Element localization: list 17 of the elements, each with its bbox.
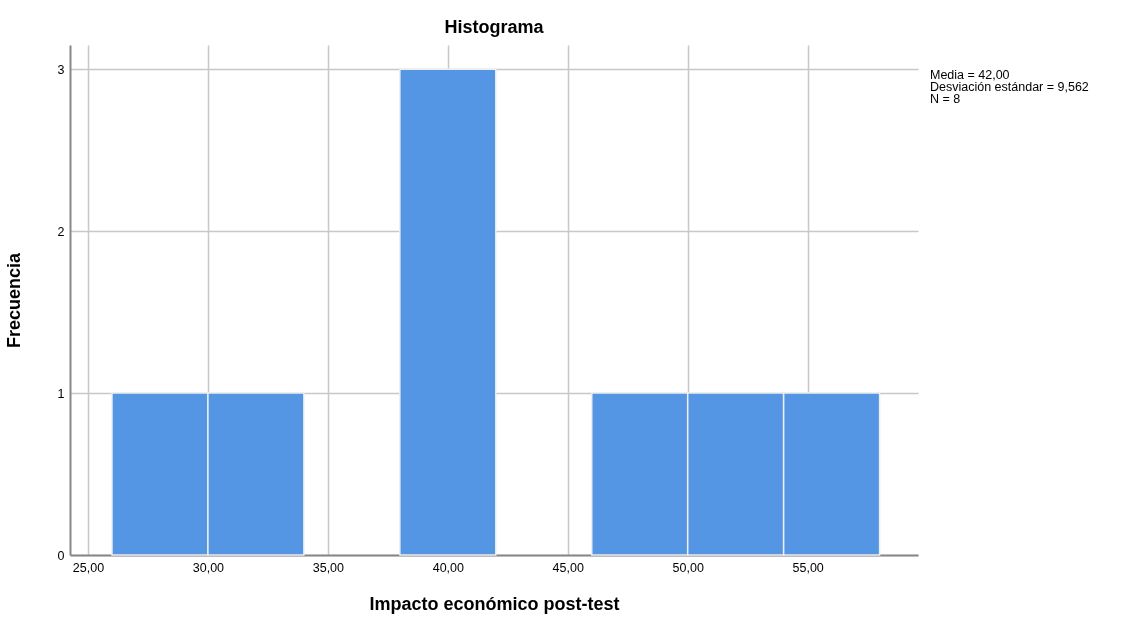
y-tick-label: 3 (57, 62, 65, 77)
x-tick-label: 55,00 (792, 560, 824, 575)
text: Media = 42,00 (930, 68, 1011, 82)
text: N = 8 (930, 92, 962, 106)
y-tick-label: 1 (57, 386, 65, 401)
x-tick-label: 35,00 (312, 560, 345, 575)
x-tick-label: 25,00 (72, 560, 105, 575)
x-tick-label: 40,00 (432, 560, 465, 575)
chart-title: Histograma (444, 17, 545, 37)
y-tick-label: 0 (57, 548, 65, 563)
y-tick-label: 2 (57, 224, 65, 239)
text: Desviación estándar = 9,562 (930, 80, 1089, 94)
y-axis-title: Frecuencia (3, 251, 24, 349)
x-tick-label: 45,00 (552, 560, 584, 575)
x-tick-label: 50,00 (672, 560, 704, 575)
x-tick-label: 30,00 (192, 560, 225, 575)
x-axis-title: Impacto económico post-test (369, 593, 620, 614)
